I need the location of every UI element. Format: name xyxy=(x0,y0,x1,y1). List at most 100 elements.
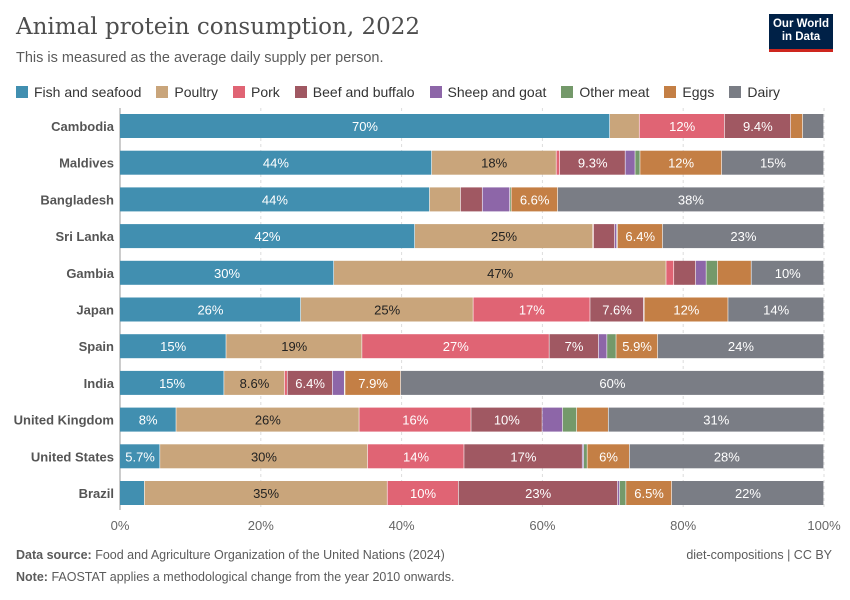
bar-segment xyxy=(120,407,176,432)
data-label: 12% xyxy=(668,156,694,171)
legend-item[interactable]: Sheep and goat xyxy=(429,84,547,100)
data-label: 17% xyxy=(519,303,545,318)
category-label: United Kingdom xyxy=(14,413,114,428)
data-label: 6.5% xyxy=(634,486,664,501)
category-label: Gambia xyxy=(66,266,114,281)
bar-segment xyxy=(583,444,587,469)
bar-segment xyxy=(359,407,471,432)
bar-segment xyxy=(300,297,473,322)
data-label: 14% xyxy=(763,303,789,318)
data-label: 8% xyxy=(139,413,158,428)
legend-item[interactable]: Eggs xyxy=(664,84,714,100)
data-label: 5.9% xyxy=(622,339,652,354)
bar-segment xyxy=(590,297,644,322)
data-label: 15% xyxy=(160,339,186,354)
slug-license[interactable]: diet-compositions | CC BY xyxy=(686,548,832,562)
legend-label: Pork xyxy=(250,84,280,100)
data-label: 25% xyxy=(374,303,400,318)
owid-logo[interactable]: Our World in Data xyxy=(769,14,833,52)
data-label: 9.4% xyxy=(743,119,773,134)
data-label: 5.7% xyxy=(125,449,155,464)
stacked-bar-chart: 0% 20% 40% 60% 80% 100% Cambodia 70% 12% 9.4% Mald… xyxy=(14,108,841,533)
data-label: 47% xyxy=(487,266,513,281)
legend-swatch xyxy=(729,86,742,98)
data-label: 24% xyxy=(728,339,754,354)
data-label: 31% xyxy=(703,413,729,428)
x-tick-label: 100% xyxy=(807,518,841,533)
data-label: 19% xyxy=(281,339,307,354)
legend-label: Dairy xyxy=(747,84,780,100)
legend-swatch xyxy=(16,86,28,98)
bar-segment xyxy=(120,114,610,138)
bar-segment xyxy=(717,260,751,285)
bar-segment xyxy=(728,297,824,322)
data-label: 27% xyxy=(443,339,469,354)
bar-segment xyxy=(721,150,824,175)
source-text[interactable]: Food and Agriculture Organization of the… xyxy=(95,548,445,562)
bar-segment xyxy=(629,444,824,469)
legend-item[interactable]: Poultry xyxy=(156,84,218,100)
legend-label: Other meat xyxy=(579,84,650,100)
data-label: 35% xyxy=(253,486,279,501)
x-tick-label: 0% xyxy=(111,518,130,533)
chart-title: Animal protein consumption, 2022 xyxy=(16,14,420,40)
bar-segment xyxy=(284,370,287,395)
data-label: 9.3% xyxy=(578,156,608,171)
bar-segment xyxy=(334,260,666,285)
data-label: 7.6% xyxy=(602,303,632,318)
legend-item[interactable]: Beef and buffalo xyxy=(294,84,415,100)
data-label: 60% xyxy=(599,376,625,391)
data-label: 10% xyxy=(494,413,520,428)
data-label: 10% xyxy=(410,486,436,501)
bar-segment xyxy=(560,150,625,175)
bar-segment xyxy=(598,334,607,359)
bar-segment xyxy=(144,481,387,505)
bar-segment xyxy=(614,224,617,249)
legend-label: Poultry xyxy=(174,84,218,100)
data-label: 26% xyxy=(255,413,281,428)
bar-segment xyxy=(332,370,344,395)
bar-segment xyxy=(644,297,728,322)
legend-label: Beef and buffalo xyxy=(312,84,415,100)
data-label: 10% xyxy=(775,266,801,281)
category-label: India xyxy=(84,376,115,391)
legend-item[interactable]: Fish and seafood xyxy=(16,84,141,100)
bar-segment xyxy=(120,444,160,469)
bar-segment xyxy=(671,481,824,505)
data-label: 17% xyxy=(510,449,536,464)
category-label: Sri Lanka xyxy=(55,229,114,244)
note-text: FAOSTAT applies a methodological change … xyxy=(51,570,455,584)
bar-segment xyxy=(345,370,401,395)
bar-segment xyxy=(464,444,582,469)
data-label: 7% xyxy=(565,339,584,354)
data-label: 38% xyxy=(678,192,704,207)
source-label: Data source: xyxy=(16,548,92,562)
legend-item[interactable]: Dairy xyxy=(729,84,780,100)
bar-segment xyxy=(790,114,803,138)
bar-segment xyxy=(431,150,556,175)
data-label: 6.4% xyxy=(625,229,655,244)
data-label: 12% xyxy=(673,303,699,318)
legend-item[interactable]: Pork xyxy=(232,84,280,100)
legend-swatch xyxy=(561,86,574,98)
bar-segment xyxy=(549,334,599,359)
bar-segment xyxy=(639,114,725,138)
bar-segment xyxy=(387,481,459,505)
data-source: Data source: Food and Agriculture Organi… xyxy=(16,548,445,562)
bar-segment xyxy=(662,224,824,249)
legend-swatch xyxy=(232,86,245,98)
category-label: United States xyxy=(31,449,114,464)
bar-segment xyxy=(482,187,510,212)
data-label: 16% xyxy=(402,413,428,428)
data-label: 23% xyxy=(525,486,551,501)
bar-segment xyxy=(176,407,359,432)
bar-segment xyxy=(120,187,430,212)
bar-segment xyxy=(460,187,482,212)
legend-item[interactable]: Other meat xyxy=(561,84,649,100)
category-label: Maldives xyxy=(59,156,114,171)
bar-segment xyxy=(458,481,618,505)
data-label: 12% xyxy=(669,119,695,134)
data-label: 25% xyxy=(491,229,517,244)
legend-label: Sheep and goat xyxy=(447,84,547,100)
bar-segment xyxy=(635,150,640,175)
